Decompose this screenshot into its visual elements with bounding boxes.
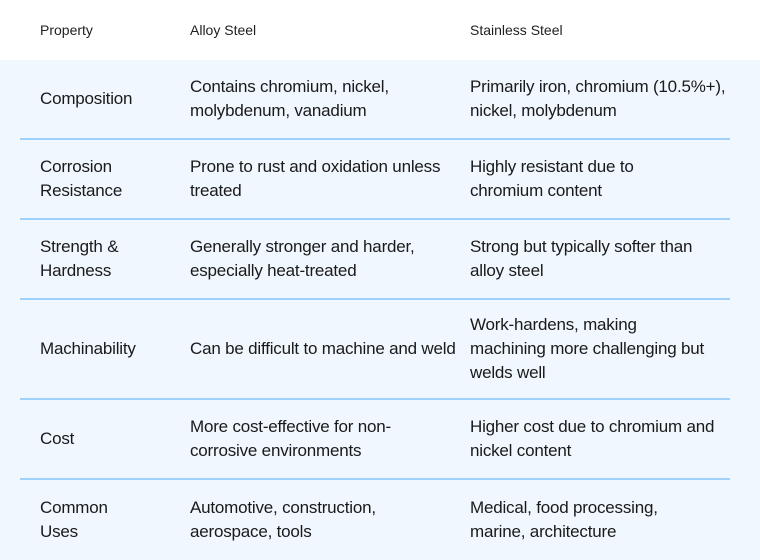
- table-row: Composition Contains chromium, nickel, m…: [20, 60, 730, 140]
- alloy-cell: Generally stronger and harder, especiall…: [190, 237, 415, 280]
- stainless-cell: Medical, food processing, marine, archit…: [470, 498, 658, 541]
- header-stainless-steel: Stainless Steel: [470, 22, 563, 38]
- stainless-cell: Highly resistant due to chromium content: [470, 157, 634, 200]
- header-alloy-steel: Alloy Steel: [190, 22, 257, 38]
- stainless-cell: Higher cost due to chromium and nickel c…: [470, 417, 715, 460]
- alloy-cell: Automotive, construction, aerospace, too…: [190, 498, 376, 541]
- header-property: Property: [40, 22, 93, 38]
- property-cell: Corrosion Resistance: [40, 157, 123, 200]
- table-row: Cost More cost-effective for non-corrosi…: [20, 400, 730, 480]
- table-row: Machinability Can be difficult to machin…: [20, 300, 730, 400]
- property-cell: Common Uses: [40, 498, 108, 541]
- table-row: Common Uses Automotive, construction, ae…: [20, 480, 730, 560]
- property-cell: Composition: [40, 89, 133, 108]
- table-header: Property Alloy Steel Stainless Steel: [0, 0, 760, 60]
- stainless-cell: Strong but typically softer than alloy s…: [470, 237, 693, 280]
- property-cell: Strength & Hardness: [40, 237, 119, 280]
- alloy-cell: Can be difficult to machine and weld: [190, 339, 456, 358]
- alloy-cell: More cost-effective for non-corrosive en…: [190, 417, 392, 460]
- property-cell: Cost: [40, 429, 75, 448]
- table-row: Strength & Hardness Generally stronger a…: [20, 220, 730, 300]
- alloy-cell: Contains chromium, nickel, molybdenum, v…: [190, 77, 389, 120]
- stainless-cell: Primarily iron, chromium (10.5%+), nicke…: [470, 77, 726, 120]
- alloy-cell: Prone to rust and oxidation unless treat…: [190, 157, 441, 200]
- table-row: Corrosion Resistance Prone to rust and o…: [20, 140, 730, 220]
- property-cell: Machinability: [40, 339, 136, 358]
- stainless-cell: Work-hardens, making machining more chal…: [470, 315, 705, 382]
